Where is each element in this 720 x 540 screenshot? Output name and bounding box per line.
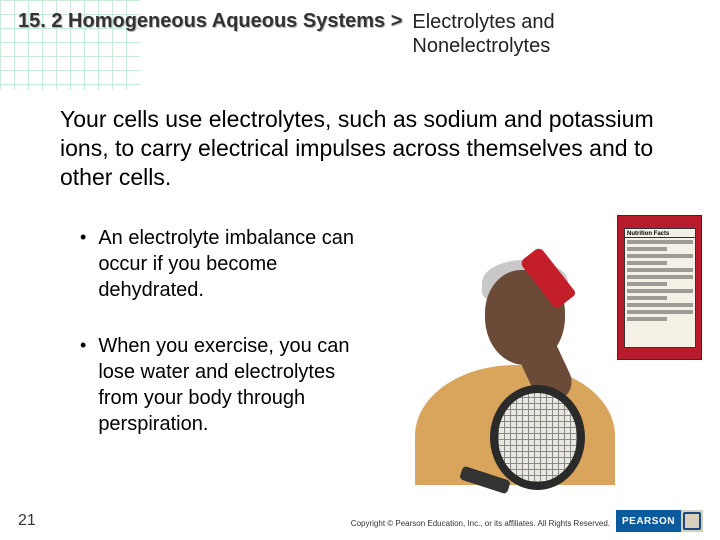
page-number: 21 xyxy=(18,512,36,530)
tennis-racket xyxy=(460,385,590,495)
pearson-logo: PEARSON xyxy=(616,510,712,532)
section-subtitle: Electrolytes and Nonelectrolytes xyxy=(412,10,554,58)
bullet-item: • An electrolyte imbalance can occur if … xyxy=(80,225,380,303)
main-paragraph: Your cells use electrolytes, such as sod… xyxy=(60,105,660,191)
racket-head xyxy=(490,385,585,490)
bullet-text: When you exercise, you can lose water an… xyxy=(98,333,380,437)
bullet-marker: • xyxy=(80,333,86,357)
bullet-text: An electrolyte imbalance can occur if yo… xyxy=(98,225,380,303)
slide-footer: 21 Copyright © Pearson Education, Inc., … xyxy=(0,508,720,534)
pearson-logo-text: PEARSON xyxy=(616,510,681,532)
pearson-logo-mark xyxy=(681,510,703,532)
subtitle-line-2: Nonelectrolytes xyxy=(412,35,550,57)
bullet-list: • An electrolyte imbalance can occur if … xyxy=(80,225,380,467)
illustration-area: Nutrition Facts xyxy=(390,215,700,485)
person-drinking-illustration xyxy=(390,230,640,485)
copyright-text: Copyright © Pearson Education, Inc., or … xyxy=(351,519,610,528)
bullet-item: • When you exercise, you can lose water … xyxy=(80,333,380,437)
section-breadcrumb: 15. 2 Homogeneous Aqueous Systems > xyxy=(18,10,402,33)
bullet-marker: • xyxy=(80,225,86,249)
slide-header: 15. 2 Homogeneous Aqueous Systems > Elec… xyxy=(18,10,555,58)
subtitle-line-1: Electrolytes and xyxy=(412,11,554,33)
